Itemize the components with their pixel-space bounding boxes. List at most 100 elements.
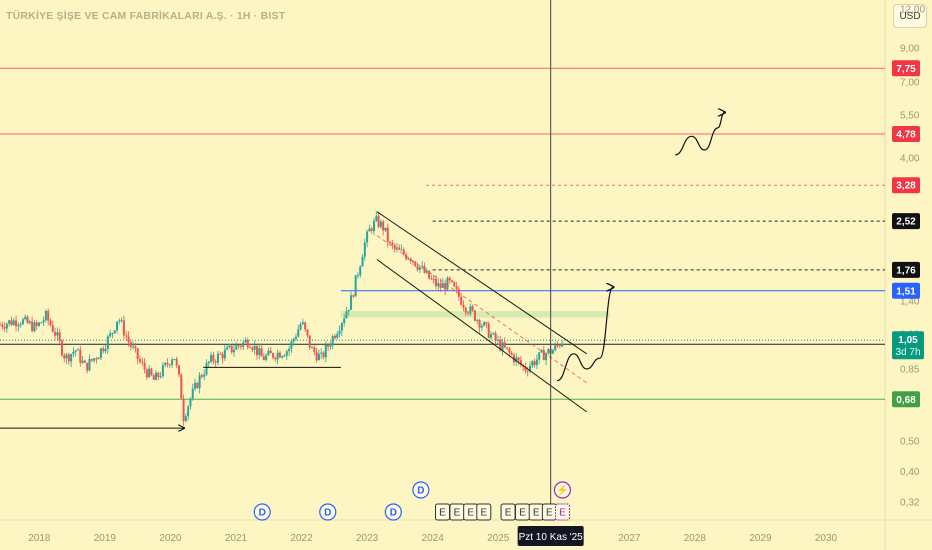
candle-body	[134, 346, 137, 349]
candle-body	[499, 339, 502, 351]
level-tag-label: 3,28	[896, 181, 916, 192]
level-tag-label: 2,52	[896, 217, 916, 228]
candle-body	[251, 347, 254, 350]
candle-body	[315, 352, 318, 361]
split-marker-label: ⚡	[556, 484, 568, 497]
candle-body	[322, 352, 325, 358]
candle-body	[26, 316, 29, 324]
candle-body	[343, 318, 346, 324]
candle-body	[28, 321, 31, 324]
candle-body	[455, 286, 458, 289]
candle-body	[3, 326, 6, 329]
candle-body	[67, 354, 70, 362]
candle-body	[0, 324, 1, 326]
candle-body	[138, 358, 141, 362]
level-tag	[892, 125, 920, 142]
upper-squiggle-arrow	[675, 112, 724, 156]
candle-body	[494, 333, 497, 341]
candle-body	[173, 359, 176, 361]
candle-body	[276, 352, 279, 360]
earnings-marker-label: E	[546, 508, 553, 519]
candle-body	[31, 321, 34, 332]
candle-body	[462, 304, 465, 308]
earnings-marker-label: E	[467, 508, 474, 519]
level-tag-label: 0,68	[896, 395, 916, 406]
candle-body	[81, 360, 84, 363]
candle-body	[56, 332, 59, 336]
price-axis[interactable]: 12,009,007,005,504,001,401,100,850,500,4…	[900, 4, 925, 508]
candle-body	[182, 398, 185, 421]
candle-body	[416, 266, 419, 270]
candle-body	[164, 362, 167, 366]
candle-body	[379, 221, 382, 227]
candle-body	[244, 340, 247, 343]
candle-body	[42, 320, 45, 323]
candle-body	[212, 354, 215, 362]
candle-body	[175, 359, 178, 366]
candle-body	[198, 375, 201, 389]
earnings-marker-label: E	[480, 508, 487, 519]
candle-body	[496, 339, 499, 341]
candle-body	[155, 372, 158, 380]
crosshair-layer: Pzt 10 Kas '25	[517, 0, 584, 546]
candle-body	[480, 325, 483, 328]
candle-body	[35, 322, 38, 326]
candle-body	[345, 311, 348, 319]
candle-body	[391, 242, 394, 245]
dividend-marker-label: D	[259, 508, 266, 519]
candle-body	[288, 348, 291, 352]
level-tag-label: 1,76	[896, 265, 916, 276]
candle-body	[233, 349, 236, 353]
candle-body	[226, 347, 229, 350]
time-axis[interactable]: 2018 2019 2020 2021 2022 2023 2024 2025 2027 2028…	[28, 533, 837, 544]
candle-body	[471, 306, 474, 311]
candle-body	[10, 320, 13, 325]
currency-button[interactable]: USD	[893, 4, 927, 28]
candle-body	[393, 244, 396, 249]
candle-body	[304, 322, 307, 330]
candle-body	[152, 375, 155, 380]
candle-body	[478, 319, 481, 328]
x-tick-label: 2027	[618, 533, 641, 544]
dividend-marker	[319, 503, 337, 521]
candle-body	[441, 283, 444, 288]
candle-body	[409, 258, 412, 262]
candle-body	[363, 242, 366, 257]
candle-body	[531, 361, 534, 366]
candle-body	[132, 346, 135, 348]
earnings-marker-label: E	[454, 508, 461, 519]
candle-body	[38, 322, 41, 326]
y-tick-label: 5,50	[900, 110, 920, 121]
candle-body	[476, 319, 479, 321]
level-tag-label: 7,75	[896, 64, 916, 75]
dividend-marker	[253, 503, 271, 521]
candle-body	[327, 344, 330, 347]
candle-body	[1, 324, 4, 327]
level-lines-layer	[0, 67, 885, 400]
candle-body	[336, 333, 339, 339]
candle-body	[389, 241, 392, 243]
candle-body	[255, 345, 258, 356]
candle-body	[125, 335, 128, 337]
candle-body	[15, 320, 18, 327]
candle-body	[485, 322, 488, 324]
candle-body	[400, 249, 403, 251]
candle-body	[506, 347, 509, 349]
y-tick-label: 1,40	[900, 297, 920, 308]
candle-body	[230, 345, 233, 353]
level-tag	[892, 213, 920, 230]
candle-body	[260, 348, 263, 357]
candle-body	[469, 306, 472, 314]
y-tick-label: 7,00	[900, 78, 920, 89]
candle-body	[157, 372, 160, 377]
candle-body	[317, 353, 320, 361]
candle-body	[428, 270, 431, 279]
candle-body	[492, 333, 495, 335]
candle-body	[249, 347, 252, 349]
candle-body	[122, 320, 125, 336]
candle-body	[501, 342, 504, 351]
candle-body	[395, 247, 398, 249]
candle-body	[306, 329, 309, 336]
